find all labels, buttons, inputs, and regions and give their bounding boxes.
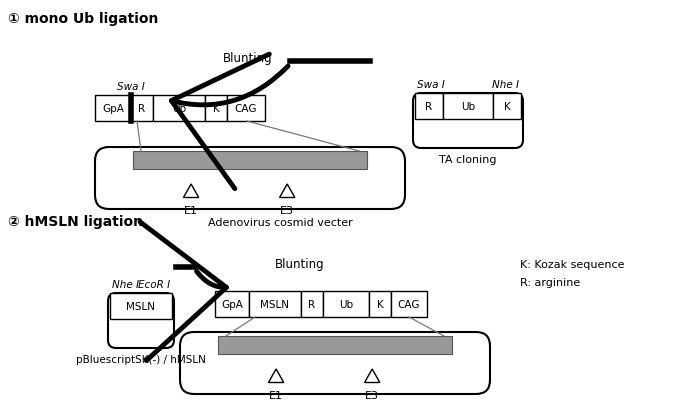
Bar [205,96,227,122]
Text: K: Kozak sequence: K: Kozak sequence [520,259,625,270]
FancyBboxPatch shape [108,293,174,348]
Bar [95,96,131,122]
Bar [153,96,205,122]
Text: Adenovirus cosmid vecter: Adenovirus cosmid vecter [208,218,352,227]
Text: E1: E1 [184,205,198,216]
Text: Ub: Ub [172,104,186,114]
Text: R: R [138,104,145,114]
Text: Nhe I: Nhe I [492,80,519,90]
FancyBboxPatch shape [95,148,405,209]
Bar [133,152,367,170]
Bar [110,293,172,319]
Bar [227,96,265,122]
Text: Ub: Ub [339,299,353,309]
Text: EcoR I: EcoR I [138,279,170,289]
Bar [301,291,323,317]
Bar [415,94,443,120]
FancyBboxPatch shape [413,94,523,148]
Polygon shape [184,184,199,198]
Bar [218,336,452,354]
Text: Blunting: Blunting [223,52,273,65]
Text: E1: E1 [269,390,283,400]
Bar [249,291,301,317]
Text: Blunting: Blunting [275,257,325,270]
Bar [215,291,249,317]
Text: Nhe I: Nhe I [112,279,139,289]
Text: K: K [503,102,510,112]
Bar [493,94,521,120]
Text: K: K [377,299,384,309]
Bar [369,291,391,317]
Text: CAG: CAG [235,104,258,114]
Text: ① mono Ub ligation: ① mono Ub ligation [8,12,158,26]
Text: R: R [308,299,316,309]
Text: TA cloning: TA cloning [439,155,497,164]
Polygon shape [269,369,284,382]
Text: E3: E3 [280,205,294,216]
Text: pBluescriptSK(-) / hMSLN: pBluescriptSK(-) / hMSLN [76,354,206,364]
Bar [391,291,427,317]
Text: MSLN: MSLN [260,299,290,309]
Bar [323,291,369,317]
Polygon shape [279,184,295,198]
Text: CAG: CAG [398,299,421,309]
Text: K: K [212,104,219,114]
Text: MSLN: MSLN [127,301,155,311]
Text: GpA: GpA [102,104,124,114]
Text: R: R [425,102,432,112]
Text: E3: E3 [365,390,379,400]
Bar [443,94,493,120]
Text: Swa I: Swa I [117,82,145,92]
Polygon shape [364,369,380,382]
Text: Ub: Ub [461,102,475,112]
Bar [131,96,153,122]
Text: GpA: GpA [221,299,243,309]
FancyBboxPatch shape [180,332,490,394]
Text: ② hMSLN ligation: ② hMSLN ligation [8,214,143,229]
Text: R: arginine: R: arginine [520,277,580,287]
Text: Swa I: Swa I [417,80,445,90]
